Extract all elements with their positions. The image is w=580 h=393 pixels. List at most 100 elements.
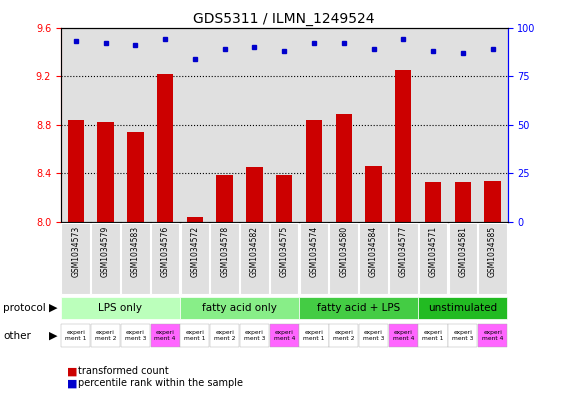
FancyBboxPatch shape <box>151 324 180 347</box>
Text: experi
ment 2: experi ment 2 <box>214 330 235 341</box>
Bar <box>246 167 263 222</box>
FancyBboxPatch shape <box>448 223 477 294</box>
FancyBboxPatch shape <box>61 223 90 294</box>
Text: unstimulated: unstimulated <box>428 303 498 313</box>
Text: GSM1034575: GSM1034575 <box>280 226 289 277</box>
Text: percentile rank within the sample: percentile rank within the sample <box>78 378 243 388</box>
Text: GSM1034585: GSM1034585 <box>488 226 497 277</box>
Bar <box>299 28 329 222</box>
Bar <box>180 28 210 222</box>
FancyBboxPatch shape <box>419 223 447 294</box>
Text: fatty acid only: fatty acid only <box>202 303 277 313</box>
Text: LPS only: LPS only <box>99 303 143 313</box>
FancyBboxPatch shape <box>478 223 507 294</box>
FancyBboxPatch shape <box>180 324 209 347</box>
FancyBboxPatch shape <box>329 324 358 347</box>
Text: GSM1034577: GSM1034577 <box>399 226 408 277</box>
FancyBboxPatch shape <box>329 223 358 294</box>
FancyBboxPatch shape <box>240 223 269 294</box>
Text: GSM1034576: GSM1034576 <box>161 226 169 277</box>
Bar <box>425 182 441 222</box>
Text: experi
ment 2: experi ment 2 <box>333 330 354 341</box>
Text: GSM1034572: GSM1034572 <box>190 226 200 277</box>
Title: GDS5311 / ILMN_1249524: GDS5311 / ILMN_1249524 <box>194 13 375 26</box>
Text: GSM1034571: GSM1034571 <box>429 226 437 277</box>
FancyBboxPatch shape <box>61 297 180 320</box>
Text: protocol: protocol <box>3 303 46 313</box>
Text: transformed count: transformed count <box>78 366 169 376</box>
Text: GSM1034578: GSM1034578 <box>220 226 229 277</box>
FancyBboxPatch shape <box>91 324 120 347</box>
Text: fatty acid + LPS: fatty acid + LPS <box>317 303 400 313</box>
Bar <box>150 28 180 222</box>
Bar <box>276 174 292 222</box>
Text: GSM1034573: GSM1034573 <box>71 226 80 277</box>
FancyBboxPatch shape <box>121 324 150 347</box>
Text: experi
ment 4: experi ment 4 <box>274 330 295 341</box>
Bar <box>418 28 448 222</box>
FancyBboxPatch shape <box>300 223 328 294</box>
FancyBboxPatch shape <box>61 324 90 347</box>
Text: experi
ment 1: experi ment 1 <box>422 330 444 341</box>
Text: ■: ■ <box>67 366 77 376</box>
Text: GSM1034583: GSM1034583 <box>131 226 140 277</box>
Text: experi
ment 1: experi ment 1 <box>184 330 206 341</box>
Text: GSM1034574: GSM1034574 <box>310 226 318 277</box>
Bar <box>68 120 84 222</box>
Bar <box>61 28 90 222</box>
Text: ▶: ▶ <box>49 331 57 341</box>
Bar <box>90 28 121 222</box>
FancyBboxPatch shape <box>180 223 209 294</box>
Bar <box>395 70 411 222</box>
FancyBboxPatch shape <box>270 324 299 347</box>
FancyBboxPatch shape <box>478 324 507 347</box>
Text: GSM1034584: GSM1034584 <box>369 226 378 277</box>
Text: experi
ment 3: experi ment 3 <box>244 330 265 341</box>
Text: ▶: ▶ <box>49 303 57 313</box>
Bar <box>358 28 389 222</box>
Bar <box>157 74 173 222</box>
Text: experi
ment 3: experi ment 3 <box>363 330 384 341</box>
Text: GSM1034581: GSM1034581 <box>458 226 467 277</box>
Text: ■: ■ <box>67 378 77 388</box>
Text: other: other <box>3 331 31 341</box>
FancyBboxPatch shape <box>389 223 418 294</box>
Text: experi
ment 1: experi ment 1 <box>303 330 325 341</box>
FancyBboxPatch shape <box>151 223 179 294</box>
Bar <box>127 132 143 222</box>
FancyBboxPatch shape <box>359 223 388 294</box>
Bar <box>216 174 233 222</box>
FancyBboxPatch shape <box>240 324 269 347</box>
Bar <box>121 28 150 222</box>
Bar <box>484 181 501 222</box>
Bar <box>455 182 471 222</box>
FancyBboxPatch shape <box>359 324 388 347</box>
Text: experi
ment 3: experi ment 3 <box>125 330 146 341</box>
FancyBboxPatch shape <box>270 223 299 294</box>
FancyBboxPatch shape <box>299 297 418 320</box>
Bar <box>97 122 114 222</box>
Bar <box>389 28 418 222</box>
FancyBboxPatch shape <box>210 324 239 347</box>
FancyBboxPatch shape <box>211 223 239 294</box>
Text: GSM1034582: GSM1034582 <box>250 226 259 277</box>
Text: experi
ment 4: experi ment 4 <box>393 330 414 341</box>
Bar <box>329 28 358 222</box>
Text: experi
ment 2: experi ment 2 <box>95 330 117 341</box>
Text: experi
ment 4: experi ment 4 <box>154 330 176 341</box>
FancyBboxPatch shape <box>91 223 120 294</box>
Bar <box>240 28 269 222</box>
Bar <box>365 166 382 222</box>
FancyBboxPatch shape <box>180 297 299 320</box>
Text: GSM1034579: GSM1034579 <box>101 226 110 277</box>
Text: experi
ment 1: experi ment 1 <box>65 330 86 341</box>
Bar <box>210 28 240 222</box>
FancyBboxPatch shape <box>299 324 328 347</box>
FancyBboxPatch shape <box>121 223 150 294</box>
FancyBboxPatch shape <box>419 297 507 320</box>
Bar <box>336 114 352 222</box>
FancyBboxPatch shape <box>389 324 418 347</box>
FancyBboxPatch shape <box>419 324 448 347</box>
Bar <box>448 28 478 222</box>
Bar <box>306 120 322 222</box>
